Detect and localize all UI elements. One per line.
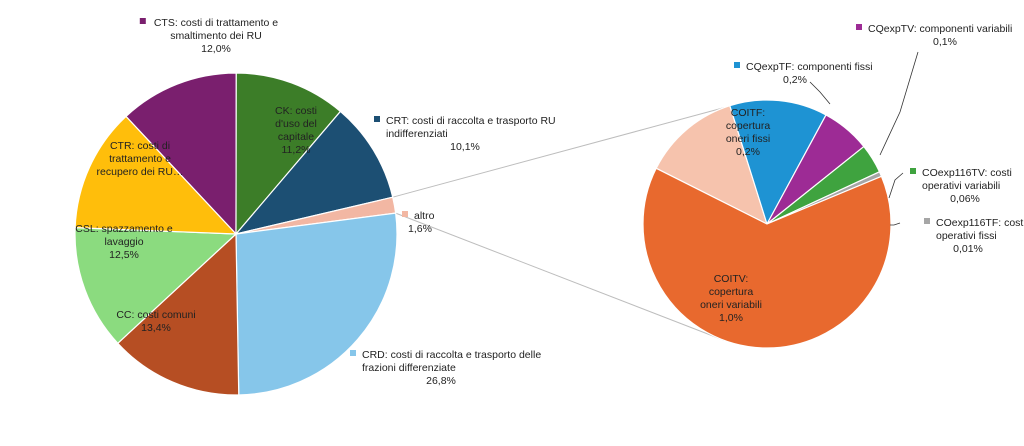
sub-label-coexp116tf: COexp116TF: costi operativi fissi	[936, 217, 1024, 242]
main-label-csl: CSL: spazzamento e lavaggio	[75, 223, 173, 248]
main-label-csl-value: 12,5%	[109, 249, 139, 261]
leader-line-cqexptv	[879, 51, 919, 156]
leader-line-coexp116tv	[888, 172, 904, 199]
main-slice-crd	[235, 212, 398, 396]
leader-line-coexp116tf	[890, 222, 901, 226]
main-label-crd-legend-marker	[350, 350, 356, 356]
main-slice-crt	[234, 110, 394, 236]
leader-line-cqexptf	[809, 81, 831, 105]
main-slice-cts	[125, 72, 237, 236]
sub-label-coitf: COITF: copertura oneri fissi	[726, 107, 771, 145]
main-slice-csl	[74, 227, 238, 345]
sub-label-coitf-value: 0,2%	[736, 146, 760, 158]
main-label-crt-legend-marker	[374, 116, 380, 122]
main-label-crt-value: 10,1%	[450, 141, 480, 153]
sub-label-coexp116tv-legend-marker	[910, 168, 916, 174]
connector-line-top	[392, 106, 725, 198]
main-label-ctr: CTR: costi di trattamento e recupero dei R…	[97, 140, 184, 178]
main-label-cts-value: 12,0%	[201, 43, 231, 55]
main-label-altro: altro	[414, 210, 435, 222]
main-slice-cc	[116, 232, 240, 396]
main-pie	[74, 72, 398, 396]
connector-line-bottom	[395, 212, 725, 341]
main-label-crd-value: 26,8%	[426, 375, 456, 387]
sub-label-cqexptv-legend-marker	[856, 24, 862, 30]
connector-lines	[392, 106, 725, 341]
sub-label-coexp116tf-legend-marker	[924, 218, 930, 224]
sub-label-coitv: COITV: copertura oneri variabili	[700, 273, 762, 311]
main-label-crd: CRD: costi di raccolta e trasporto delle…	[362, 349, 541, 374]
sub-slice-cqexptf	[729, 99, 827, 226]
main-slice-ck	[235, 72, 342, 236]
main-label-cc-value: 13,4%	[141, 322, 171, 334]
sub-label-cqexptv: CQexpTV: componenti variabili	[868, 23, 1012, 35]
sub-slice-coitf	[655, 104, 768, 226]
sub-label-cqexptf-legend-marker	[734, 62, 740, 68]
sub-label-coexp116tf-value: 0,01%	[953, 243, 983, 255]
main-label-cts: CTS: costi di trattamento e smaltimento d…	[154, 17, 278, 42]
main-label-altro-value: 1,6%	[408, 223, 432, 235]
main-label-ck: CK: costi d'uso del capitale	[275, 105, 317, 143]
sub-label-cqexptf: CQexpTF: componenti fissi	[746, 61, 873, 73]
sub-label-cqexptv-value: 0,1%	[933, 36, 957, 48]
sub-label-coexp116tv: COexp116TV: costi operativi variabili	[922, 167, 1012, 192]
sub-label-coitv-value: 1,0%	[719, 312, 743, 324]
leader-lines	[809, 51, 919, 226]
main-label-altro-legend-marker	[402, 211, 408, 217]
main-label-cc: CC: costi comuni	[116, 309, 195, 321]
secondary-pie	[642, 99, 892, 349]
main-label-crt: CRT: costi di raccolta e trasporto RU ind…	[386, 115, 556, 140]
main-slice-ctr	[74, 115, 238, 235]
sub-slice-coitv	[642, 167, 892, 349]
main-label-ck-value: 11,2%	[282, 144, 311, 156]
data-labels: CTS: costi di trattamento e smaltimento d…	[75, 17, 1024, 387]
main-label-cts-legend-marker	[139, 18, 146, 24]
sub-label-cqexptf-value: 0,2%	[783, 74, 807, 86]
sub-label-coexp116tv-value: 0,06%	[950, 193, 980, 205]
